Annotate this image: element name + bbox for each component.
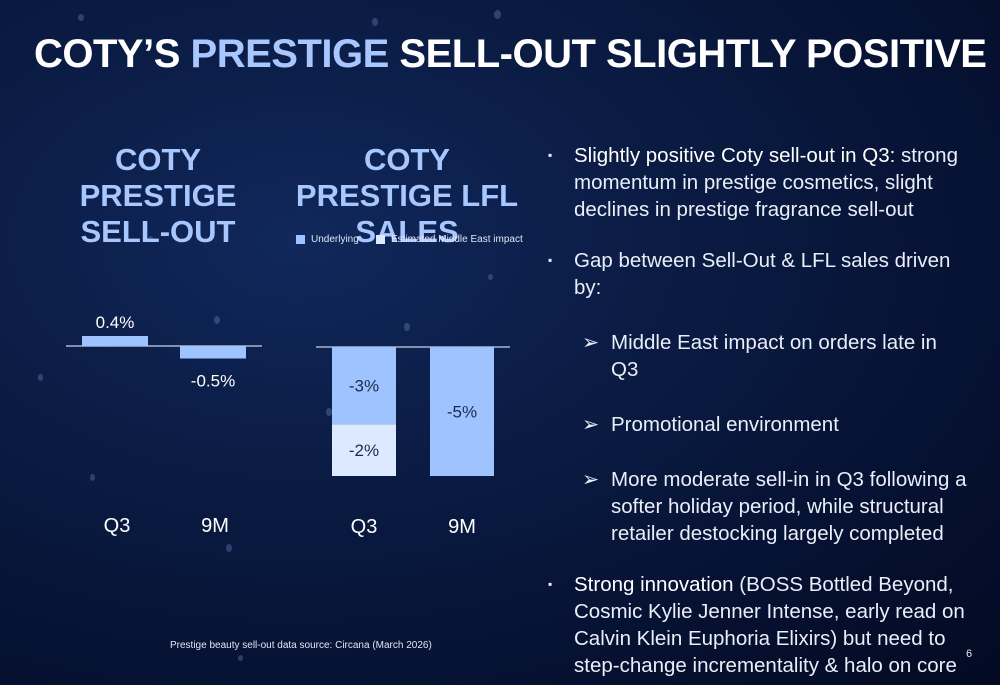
- decorative-bubble: [326, 408, 332, 416]
- arrow-icon: ➢: [582, 331, 600, 354]
- sub-bullet-text: Promotional environment: [611, 413, 839, 436]
- decorative-bubble: [90, 474, 95, 481]
- decorative-bubble: [404, 323, 410, 331]
- sellout-value-label: -0.5%: [191, 372, 235, 391]
- charts-svg: 0.4% Q3 -0.5% 9M -3% -2% Q3 -5% 9M: [66, 313, 510, 538]
- bullet-item: ▪ Gap between Sell-Out & LFL sales driven…: [548, 247, 968, 301]
- decorative-bubble: [238, 655, 243, 661]
- sub-bullet-text: More moderate sell-in in Q3 following a …: [611, 468, 967, 545]
- sub-bullet-text: Middle East impact on orders late in Q3: [611, 331, 937, 381]
- bullet-text: (BOSS Bottled Beyond, Cosmic Kylie Jenne…: [574, 573, 965, 677]
- bullet-item: ▪ Slightly positive Coty sell-out in Q3: …: [548, 142, 968, 223]
- arrow-icon: ➢: [582, 413, 600, 436]
- bullet-list: ▪ Slightly positive Coty sell-out in Q3: …: [548, 142, 968, 679]
- bullet-text: Gap between Sell-Out & LFL sales driven …: [574, 249, 951, 299]
- bullet-marker: ▪: [548, 253, 553, 267]
- arrow-icon: ➢: [582, 468, 600, 491]
- bullet-heading: Strong innovation: [574, 573, 734, 596]
- title-text-1: COTY’S: [34, 32, 191, 76]
- bullet-heading: Slightly positive Coty sell-out in Q3:: [574, 144, 896, 167]
- decorative-bubble: [494, 10, 501, 19]
- title-highlight: PRESTIGE: [190, 32, 390, 76]
- lfl-value-label: -2%: [349, 441, 379, 460]
- lfl-bar-q3-underlying: [332, 347, 396, 425]
- lfl-bar-q3-middle-east: [332, 424, 396, 476]
- page-title: COTY’S PRESTIGE SELL-OUT SLIGHTLY POSITI…: [34, 32, 987, 77]
- sellout-bar-9m: [180, 346, 246, 359]
- sellout-bar-q3: [82, 336, 148, 346]
- legend-underlying: Underlying: [296, 234, 359, 245]
- lfl-value-label: -3%: [349, 377, 379, 396]
- sellout-category-label: 9M: [201, 515, 229, 537]
- legend-label-middle-east: Estimated Middle East impact: [391, 234, 523, 245]
- sellout-chart-title: COTY PRESTIGE SELL-OUT: [79, 142, 237, 249]
- decorative-bubble: [372, 18, 378, 26]
- sub-bullet-item: ➢ Middle East impact on orders late in Q3: [548, 329, 968, 383]
- sellout-value-label: 0.4%: [96, 313, 135, 332]
- bullet-marker: ▪: [548, 577, 553, 591]
- lfl-category-label: 9M: [448, 516, 476, 538]
- bullet-marker: ▪: [548, 148, 553, 162]
- title-text-2: SELL-OUT SLIGHTLY POSITIVE: [388, 32, 987, 76]
- legend-swatch-underlying: [296, 235, 305, 244]
- decorative-bubble: [148, 236, 153, 242]
- decorative-bubble: [488, 274, 493, 280]
- decorative-bubble: [78, 14, 84, 21]
- lfl-category-label: Q3: [351, 516, 378, 538]
- decorative-bubble: [38, 374, 43, 381]
- source-note: Prestige beauty sell-out data source: Ci…: [170, 640, 432, 651]
- decorative-bubble: [214, 316, 220, 324]
- sub-bullet-item: ➢ More moderate sell-in in Q3 following a…: [548, 466, 968, 547]
- lfl-bar-9m-underlying: [430, 347, 494, 476]
- sub-bullet-item: ➢ Promotional environment: [548, 411, 968, 438]
- lfl-value-label: -5%: [447, 403, 477, 422]
- legend-swatch-middle-east: [376, 235, 385, 244]
- lfl-chart-title: COTY PRESTIGE LFL SALES: [295, 142, 519, 249]
- page-number: 6: [966, 648, 973, 660]
- legend-middle-east: Estimated Middle East impact: [376, 234, 523, 245]
- decorative-bubble: [226, 544, 232, 552]
- sellout-category-label: Q3: [104, 515, 131, 537]
- bullet-item: ▪ Strong innovation (BOSS Bottled Beyond,…: [548, 571, 968, 679]
- legend-label-underlying: Underlying: [311, 234, 359, 245]
- bullet-text: strong momentum in prestige cosmetics, s…: [574, 144, 958, 221]
